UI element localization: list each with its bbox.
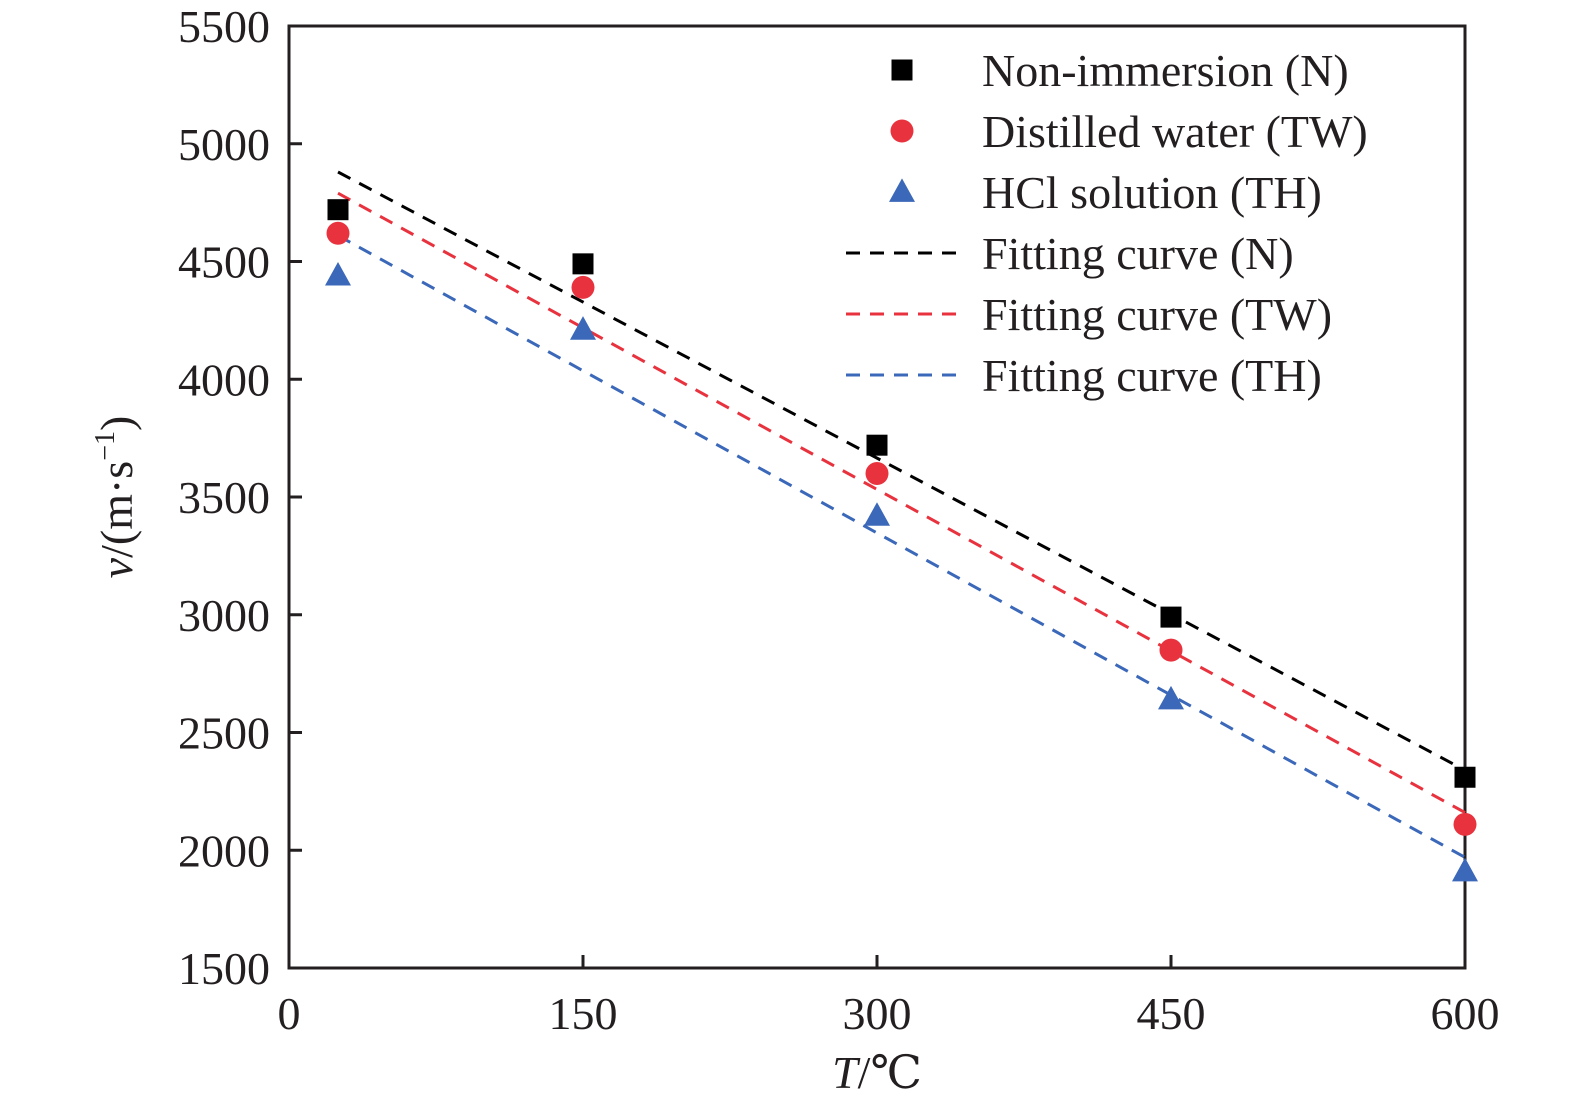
legend-symbol-1 — [890, 119, 914, 143]
legend-symbol-0 — [891, 59, 913, 81]
x-axis-ticks: 0 150 300 450 600 — [278, 955, 1500, 1039]
point-s1-1 — [571, 275, 595, 299]
y-axis-unit-close: ) — [91, 416, 142, 431]
legend-label-3: Fitting curve (N) — [982, 228, 1294, 279]
fit-line-1 — [337, 191, 1466, 814]
x-axis-variable: T — [832, 1047, 861, 1098]
fitting-curves — [337, 170, 1466, 859]
legend-label-4: Fitting curve (TW) — [982, 289, 1332, 340]
y-tick-label-3: 3000 — [178, 590, 270, 641]
x-axis-label: T/℃ — [832, 1047, 922, 1098]
y-axis-ticks: 1500 2000 2500 3000 3500 4000 4500 5000 5500 — [178, 1, 302, 994]
y-axis-label: v/(m·s−1) — [90, 416, 142, 579]
point-s0-3 — [1160, 606, 1182, 628]
x-tick-label-2: 300 — [843, 988, 912, 1039]
point-s2-0 — [325, 261, 351, 286]
y-tick-label-6: 4500 — [178, 237, 270, 288]
legend-label-5: Fitting curve (TH) — [982, 350, 1322, 401]
y-tick-label-5: 4000 — [178, 354, 270, 405]
legend-label-0: Non-immersion (N) — [982, 45, 1349, 96]
point-s0-0 — [327, 199, 349, 221]
point-s2-1 — [570, 316, 596, 340]
y-tick-label-2: 2500 — [178, 708, 270, 759]
point-s1-3 — [1159, 638, 1183, 662]
x-tick-label-0: 0 — [278, 988, 301, 1039]
legend: Non-immersion (N) Distilled water (TW) HCl… — [846, 45, 1368, 401]
point-s1-4 — [1453, 812, 1477, 836]
point-s2-2 — [864, 502, 890, 526]
y-axis-variable: v — [91, 557, 142, 578]
legend-symbol-2 — [889, 178, 915, 202]
y-axis-unit-exponent: −1 — [90, 431, 121, 461]
point-s2-4 — [1452, 857, 1478, 882]
fit-line-0 — [337, 170, 1466, 772]
point-s2-3 — [1158, 685, 1184, 710]
x-tick-label-4: 600 — [1431, 988, 1500, 1039]
legend-label-2: HCl solution (TH) — [982, 167, 1322, 218]
y-tick-label-7: 5000 — [178, 119, 270, 170]
y-tick-label-8: 5500 — [178, 1, 270, 52]
y-tick-label-4: 3500 — [178, 472, 270, 523]
x-tick-label-1: 150 — [549, 988, 618, 1039]
x-axis-unit: /℃ — [858, 1047, 922, 1098]
point-s0-1 — [572, 253, 594, 275]
point-s1-0 — [326, 221, 350, 245]
point-s1-2 — [865, 461, 889, 485]
point-s0-4 — [1454, 766, 1476, 788]
data-points — [325, 199, 1478, 882]
y-tick-label-0: 1500 — [178, 943, 270, 994]
x-tick-label-3: 450 — [1137, 988, 1206, 1039]
point-s0-2 — [866, 434, 888, 456]
y-tick-label-1: 2000 — [178, 825, 270, 876]
legend-label-1: Distilled water (TW) — [982, 106, 1368, 157]
y-axis-unit: /(m·s — [91, 461, 142, 558]
